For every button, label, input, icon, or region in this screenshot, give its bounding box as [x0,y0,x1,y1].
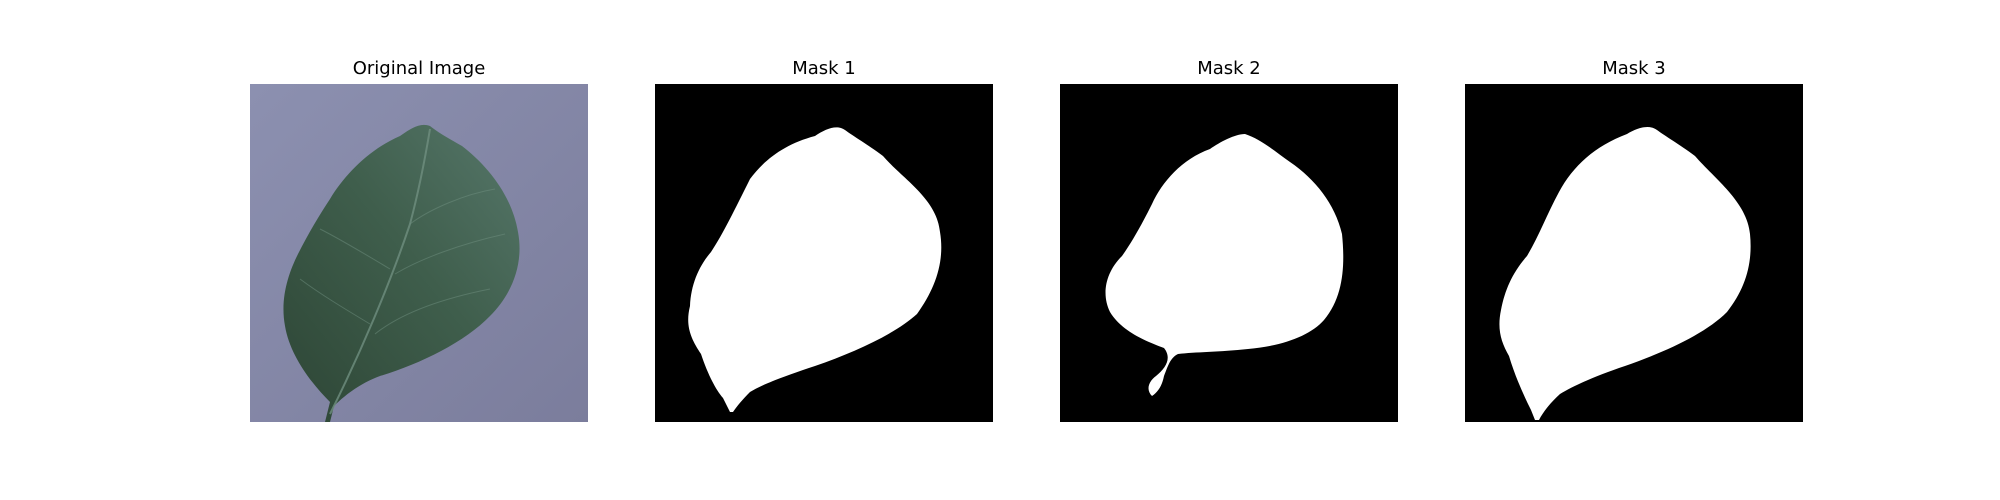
panel-mask-2: Mask 2 [1060,0,1398,500]
mask-2-leaf [1105,134,1344,396]
mask-1-image [655,84,993,422]
panel-mask-1: Mask 1 [655,0,993,500]
panel-title: Mask 2 [1197,58,1261,79]
mask-1-leaf [688,127,942,412]
leaf-midrib [329,128,431,415]
leaf-shape [283,124,520,422]
mask-3-image [1465,84,1803,422]
original-photo [250,84,588,422]
panel-mask-3: Mask 3 [1465,0,1803,500]
panel-original-image: Original Image [250,0,588,500]
mask-2-image [1060,84,1398,422]
panel-title: Original Image [352,58,486,79]
panel-title: Mask 3 [1602,58,1666,79]
mask-3-leaf [1499,127,1751,421]
panel-title: Mask 1 [792,58,856,79]
